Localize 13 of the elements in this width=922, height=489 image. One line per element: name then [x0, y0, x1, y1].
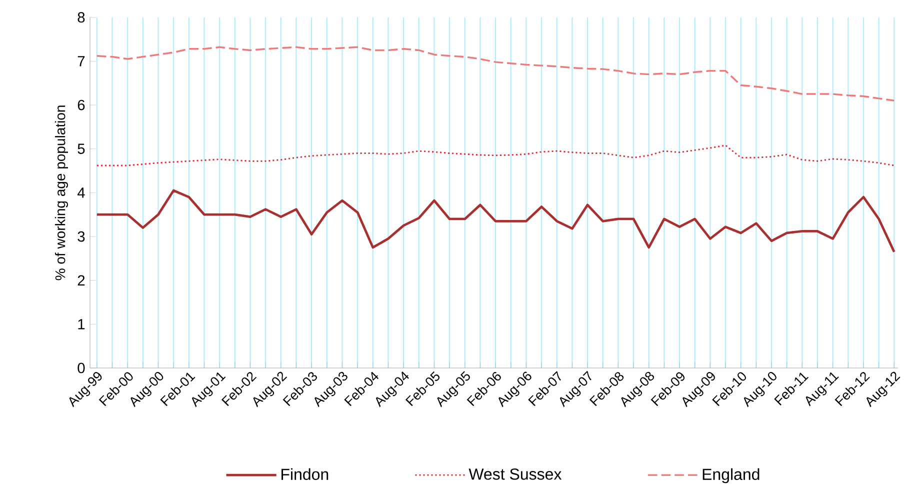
y-tick-label: 5 — [78, 144, 85, 154]
legend-label: West Sussex — [468, 468, 562, 480]
y-axis-title: % of working age population — [54, 106, 68, 280]
y-tick-label: 7 — [78, 56, 85, 66]
y-tick-label: 2 — [78, 275, 85, 286]
y-tick-label: 8 — [78, 12, 85, 23]
legend-label: England — [702, 468, 760, 484]
y-tick-label: 0 — [78, 362, 85, 374]
y-tick-label: 4 — [77, 188, 85, 198]
y-tick-label: 1 — [78, 319, 85, 330]
y-tick-label: 6 — [78, 100, 85, 110]
y-tick-label: 3 — [78, 231, 85, 242]
legend-label: Findon — [282, 468, 328, 480]
